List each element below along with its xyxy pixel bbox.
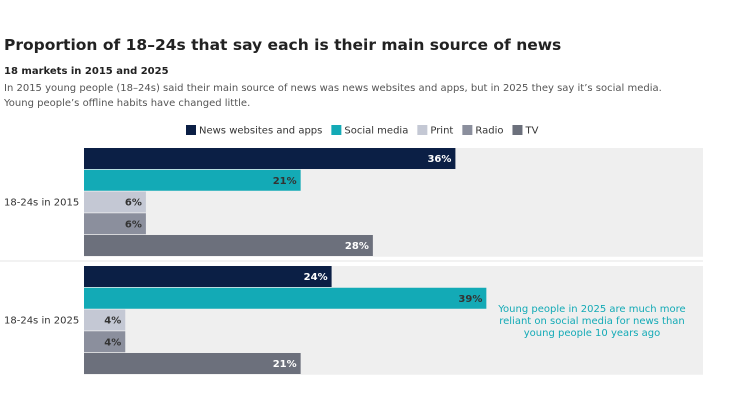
legend-swatch: [512, 125, 523, 135]
annotation: reliant on social media for news than: [499, 316, 685, 327]
value-label: 24%: [304, 272, 328, 283]
legend-label: Radio: [475, 126, 503, 137]
category-label: 18-24s in 2015: [4, 197, 79, 208]
bar: [84, 309, 126, 331]
legend-label: Print: [430, 126, 453, 137]
legend-swatch: [462, 125, 473, 135]
bar: [84, 213, 146, 235]
legend-swatch: [186, 125, 196, 135]
value-label: 39%: [458, 294, 482, 305]
chart-description: In 2015 young people (18–24s) said their…: [4, 83, 662, 109]
legend-swatch: [417, 125, 428, 135]
bar: [84, 353, 301, 374]
value-label: 21%: [273, 359, 297, 370]
bar: [84, 331, 126, 353]
value-label: 4%: [104, 337, 121, 348]
bar: [84, 191, 146, 213]
legend-label: Social media: [344, 126, 408, 137]
value-label: 6%: [125, 198, 142, 209]
chart-title: Proportion of 18–24s that say each is th…: [4, 36, 562, 54]
value-label: 6%: [125, 219, 142, 230]
legend-label: TV: [524, 126, 538, 137]
bar: [84, 169, 301, 191]
value-label: 21%: [273, 176, 297, 187]
legend-swatch: [331, 125, 342, 135]
value-label: 28%: [345, 241, 369, 252]
annotation: Young people in 2025 are much more: [497, 304, 685, 315]
legend-label: News websites and apps: [199, 126, 322, 137]
bar: [84, 287, 487, 309]
annotation: young people 10 years ago: [524, 328, 661, 339]
value-label: 36%: [427, 154, 451, 165]
bar: [84, 235, 373, 256]
bar: [84, 148, 456, 169]
category-label: 18-24s in 2025: [4, 315, 79, 326]
value-label: 4%: [104, 316, 121, 327]
chart-subtitle: 18 markets in 2015 and 2025: [4, 66, 169, 77]
bar: [84, 266, 332, 287]
